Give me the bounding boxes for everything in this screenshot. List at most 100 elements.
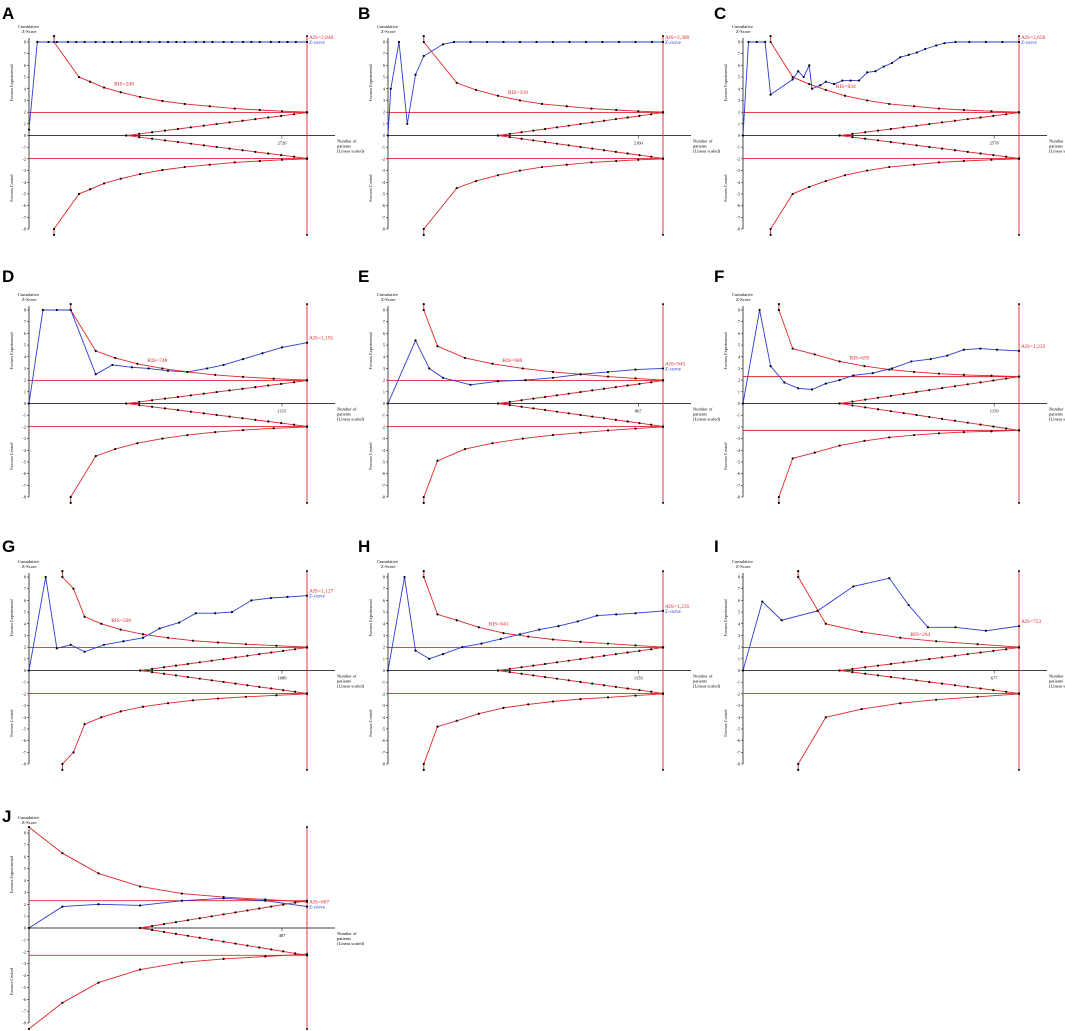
y-tick-label: 6 — [24, 854, 26, 859]
ris-label: RIS=339 — [508, 90, 528, 96]
y-tick-label: 1 — [738, 656, 740, 661]
y-tick-label: -2 — [737, 424, 741, 429]
futility-boundary-upper-point — [638, 382, 641, 385]
favours-control-label: Favours Control — [368, 442, 373, 470]
y-tick-label: -7 — [382, 215, 386, 220]
y-tick-label: 5 — [738, 75, 740, 80]
z-curve-point — [819, 84, 822, 87]
y-axis-title: Z-Score — [381, 297, 396, 302]
y-tick-label: 1 — [383, 389, 385, 394]
y-tick-label: -1 — [23, 937, 27, 942]
monitoring-boundary-lower-point — [180, 961, 183, 964]
y-tick-label: 2 — [24, 902, 26, 907]
z-curve-point — [907, 53, 910, 56]
z-curve-point — [499, 637, 502, 641]
y-tick-label: -4 — [382, 180, 386, 185]
ais-label: AIS=2,380 — [665, 35, 690, 41]
z-curve-point — [576, 620, 579, 623]
monitoring-boundary-upper-point — [474, 88, 478, 92]
monitoring-boundary-upper-point — [61, 570, 64, 573]
monitoring-boundary-upper-point — [455, 619, 458, 622]
monitoring-boundary-lower-point — [455, 719, 458, 722]
z-curve-point — [946, 354, 949, 357]
futility-boundary-upper-point — [591, 121, 594, 124]
futility-boundary-upper-point — [163, 129, 167, 132]
y-tick-label: 8 — [383, 308, 385, 313]
z-curve-point — [186, 370, 189, 374]
monitoring-boundary-lower-point — [824, 716, 827, 719]
futility-boundary-upper-point — [876, 129, 880, 132]
futility-boundary-upper-point — [241, 387, 244, 390]
y-tick-label: 7 — [738, 51, 740, 56]
monitoring-boundary-lower-point — [422, 762, 425, 766]
futility-boundary-lower-point — [189, 142, 192, 145]
z-curve-point — [166, 40, 170, 44]
z-curve-point — [183, 40, 186, 44]
futility-boundary-upper-point — [650, 381, 653, 384]
monitoring-boundary-upper-point — [937, 372, 941, 375]
monitoring-boundary-lower-point — [976, 695, 979, 698]
futility-boundary-upper-point — [222, 657, 225, 661]
monitoring-boundary-upper — [28, 826, 308, 903]
ais-label: AIS=1,127 — [309, 589, 334, 595]
z-curve-point — [1001, 40, 1004, 44]
z-curve-point — [480, 642, 483, 645]
y-tick-label: 1 — [24, 389, 26, 394]
monitoring-boundary-lower-point — [838, 444, 841, 447]
y-tick-label: 6 — [24, 63, 26, 68]
futility-boundary-upper-point — [520, 399, 523, 402]
monitoring-boundary-lower-point — [866, 169, 869, 172]
y-tick-label: -7 — [382, 483, 386, 488]
futility-boundary-upper-point — [661, 379, 665, 382]
y-tick-label: 6 — [383, 331, 385, 336]
panel-label-i: I — [714, 537, 719, 556]
futility-boundary-upper-point — [1005, 113, 1008, 116]
y-tick-label: 1 — [24, 121, 26, 126]
z-curve-point — [502, 40, 505, 44]
panel-label-d: D — [2, 267, 14, 286]
z-curve-point — [849, 79, 852, 82]
futility-boundary-lower-point — [876, 139, 880, 142]
x-axis-title: (Linear scaled) — [337, 684, 365, 689]
futility-boundary-upper-point — [864, 398, 867, 401]
z-curve-point — [741, 669, 745, 672]
monitoring-boundary-lower-point — [777, 495, 780, 499]
z-curve-point — [241, 357, 245, 361]
z-curve-point — [584, 40, 588, 44]
favours-experimental-label: Favours Experimental — [9, 855, 14, 893]
y-tick-label: -3 — [382, 703, 386, 708]
monitoring-boundary-lower-point — [72, 751, 75, 754]
futility-boundary-upper-point — [851, 400, 854, 403]
futility-boundary-lower-point — [176, 408, 180, 412]
monitoring-boundary-upper-point — [141, 633, 145, 636]
monitoring-boundary-lower-point — [275, 694, 278, 697]
monitoring-boundary-upper-point — [94, 349, 97, 353]
monitoring-boundary-lower-point — [61, 762, 64, 766]
futility-boundary-upper-point — [555, 661, 559, 664]
monitoring-boundary-lower-point — [455, 186, 458, 190]
z-curve-point — [797, 70, 800, 73]
monitoring-boundary-lower-point — [186, 433, 189, 437]
z-curve-point — [269, 40, 272, 44]
z-curve-point — [203, 40, 206, 44]
monitoring-boundary-lower-point — [540, 165, 544, 169]
z-curve-point — [258, 40, 261, 44]
monitoring-boundary-lower-point — [937, 161, 941, 164]
monitoring-boundary-upper-point — [496, 94, 500, 97]
futility-boundary-lower-point — [162, 930, 166, 934]
z-curve-point — [414, 649, 417, 652]
y-axis-title: Z-Score — [381, 564, 396, 569]
monitoring-boundary-upper-point — [606, 375, 610, 378]
monitoring-boundary-lower — [423, 693, 664, 770]
y-tick-label: -7 — [737, 483, 741, 488]
futility-boundary-upper-point — [915, 390, 918, 394]
ris-marker — [1018, 303, 1020, 306]
futility-boundary-upper-point — [162, 922, 166, 926]
ris-label: RIS=208 — [114, 82, 134, 88]
y-tick-label: 3 — [24, 890, 26, 895]
futility-boundary-lower-point — [1005, 155, 1008, 158]
monitoring-boundary-lower-point — [791, 192, 794, 196]
monitoring-boundary-upper-point — [590, 107, 593, 110]
z-curve-point — [871, 372, 874, 375]
